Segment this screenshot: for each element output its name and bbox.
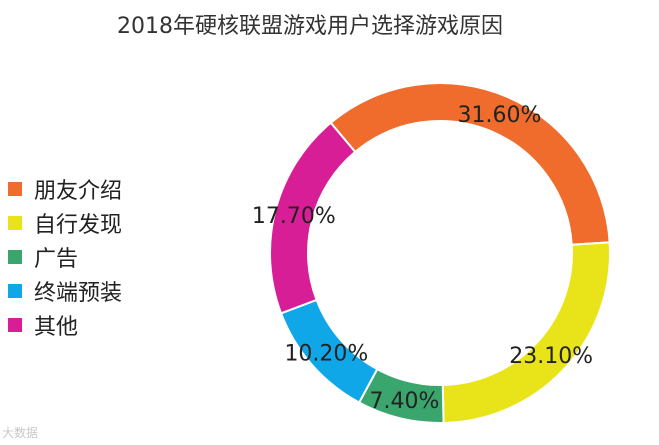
watermark: 大数据 [2, 426, 39, 440]
legend-swatch [8, 250, 22, 264]
legend-label: 其他 [34, 315, 79, 340]
legend-item-ad: 广告 [8, 240, 122, 274]
slice-value-label-0: 31.60% [458, 103, 542, 128]
donut-slice-1 [441, 241, 611, 424]
legend-swatch [8, 318, 22, 332]
slice-value-label-4: 17.70% [252, 204, 336, 229]
legend-item-other: 其他 [8, 308, 122, 342]
legend: 朋友介绍 自行发现 广告 终端预装 其他 [8, 172, 122, 342]
legend-label: 自行发现 [34, 213, 123, 238]
legend-swatch [8, 284, 22, 298]
slice-value-label-1: 23.10% [509, 344, 593, 369]
legend-swatch [8, 182, 22, 196]
legend-label: 终端预装 [34, 281, 123, 306]
legend-label: 广告 [34, 247, 79, 272]
donut-slice-4 [269, 121, 357, 315]
legend-item-preinstall: 终端预装 [8, 274, 122, 308]
slice-value-label-2: 7.40% [370, 389, 440, 414]
legend-item-self: 自行发现 [8, 206, 122, 240]
legend-label: 朋友介绍 [34, 179, 123, 204]
legend-item-friend: 朋友介绍 [8, 172, 122, 206]
chart-title: 2018年硬核联盟游戏用户选择游戏原因 [117, 14, 503, 39]
legend-swatch [8, 216, 22, 230]
slice-value-label-3: 10.20% [284, 341, 368, 366]
